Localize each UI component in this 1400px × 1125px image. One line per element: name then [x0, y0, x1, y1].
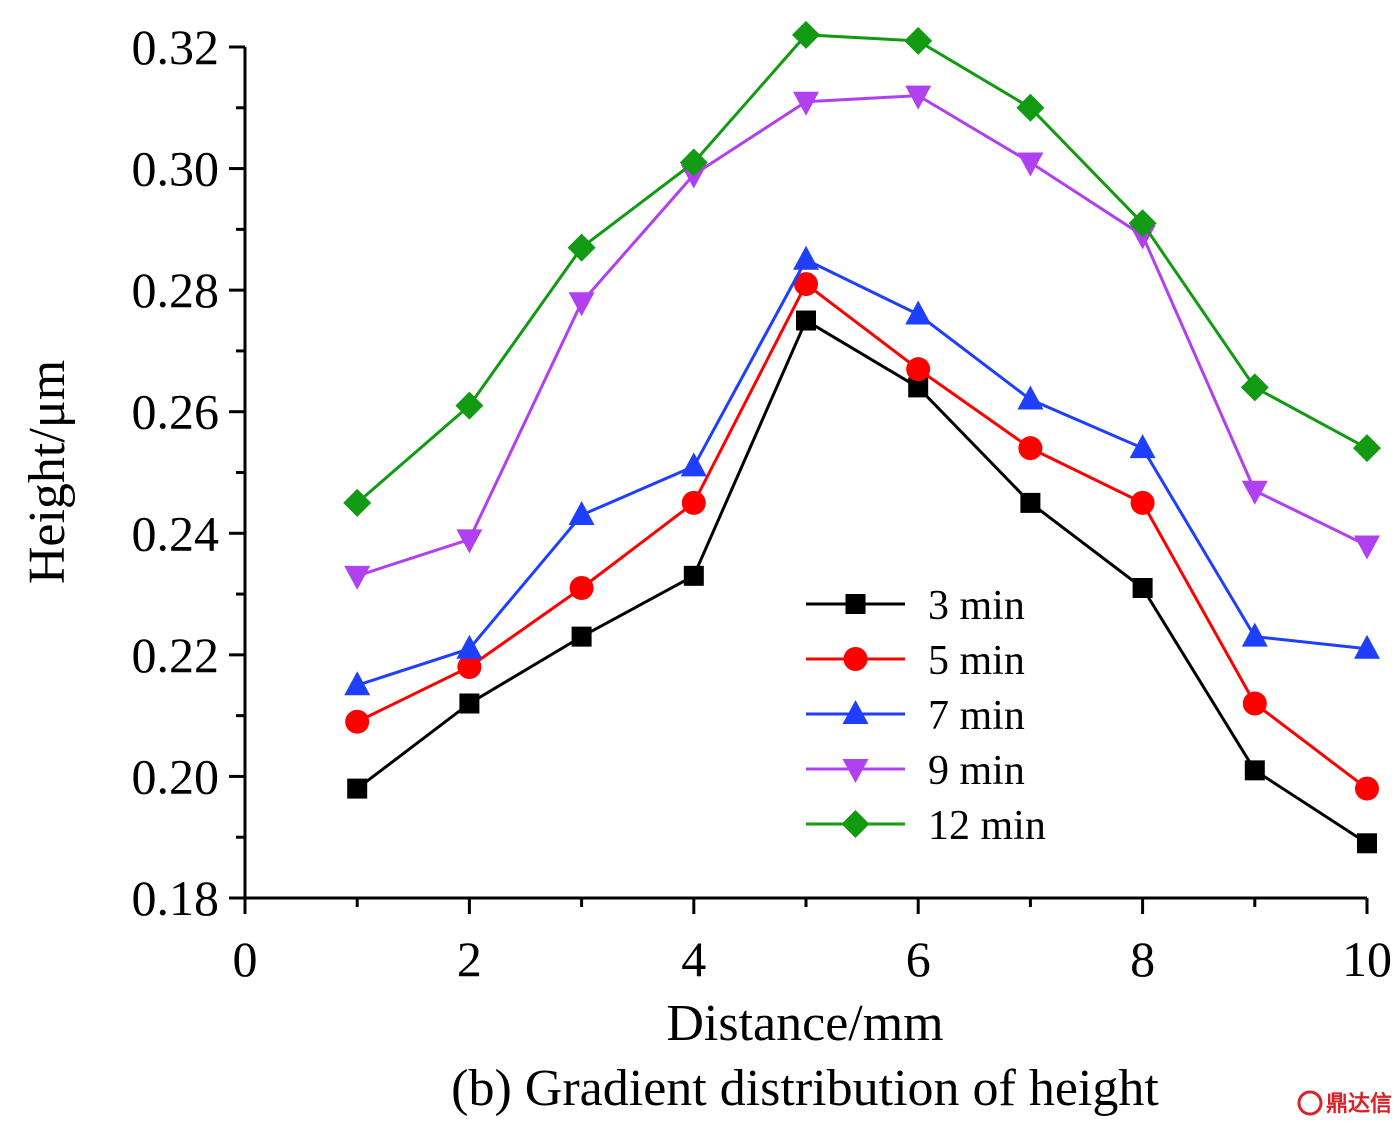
series-line [356, 318, 1368, 845]
data-point [796, 310, 816, 331]
data-point [905, 300, 932, 325]
series-line [356, 94, 1368, 578]
data-point [1244, 760, 1265, 781]
axes: 0.18 0.20 0.22 0.24 0.26 0.28 0.30 0.32 0 2 4 6 8 10 [132, 19, 1393, 987]
data-point [455, 391, 484, 420]
legend-marker [842, 759, 869, 783]
y-tick-label: 0.22 [132, 627, 220, 683]
legend: 3 min 5 min 7 min 9 min 12 min [806, 583, 1046, 849]
x-tick-label: 2 [457, 931, 482, 987]
legend-label: 5 min [928, 638, 1025, 684]
data-point [680, 452, 707, 477]
data-point [456, 634, 483, 659]
data-point [1129, 434, 1156, 459]
series-layer [343, 20, 1381, 854]
x-tick-label: 6 [906, 931, 931, 987]
data-point [1240, 373, 1269, 402]
legend-marker [845, 594, 866, 614]
watermark: 鼎达信 [1297, 1090, 1392, 1117]
data-point [904, 26, 933, 55]
data-point [456, 529, 483, 554]
legend-item: 9 min [806, 748, 1025, 794]
data-point [569, 575, 594, 600]
y-axis-label: Height/μm [19, 360, 76, 584]
legend-label: 7 min [928, 693, 1025, 739]
data-point [794, 272, 818, 297]
series-line [356, 257, 1368, 687]
legend-label: 9 min [928, 748, 1025, 794]
data-point [568, 292, 595, 317]
x-axis-label: Distance/mm [666, 995, 943, 1052]
data-point [1128, 209, 1157, 238]
y-tick-label: 0.20 [132, 748, 220, 804]
data-point [680, 164, 707, 189]
series-12-min [343, 20, 1381, 517]
x-tick-label: 4 [681, 931, 706, 987]
legend-item: 3 min [806, 583, 1025, 629]
data-point [1353, 434, 1381, 463]
series-9-min [344, 85, 1380, 590]
data-point [1354, 634, 1380, 659]
data-point [679, 148, 708, 177]
data-point [792, 20, 820, 49]
y-tick-label: 0.32 [132, 19, 220, 75]
data-point [1017, 385, 1044, 410]
data-point [571, 626, 592, 647]
legend-label: 3 min [928, 583, 1025, 629]
legend-label: 12 min [928, 803, 1046, 849]
data-point [347, 778, 368, 799]
data-point [459, 693, 480, 714]
data-point [683, 565, 704, 586]
legend-marker [841, 810, 870, 838]
data-point [1018, 436, 1043, 461]
data-point [1017, 152, 1044, 177]
data-point [908, 377, 929, 398]
watermark-text: 鼎达信 [1326, 1091, 1392, 1117]
legend-item: 12 min [806, 803, 1046, 849]
data-point [905, 85, 932, 110]
y-tick-label: 0.18 [132, 870, 220, 926]
data-point [793, 245, 819, 270]
legend-marker [842, 700, 869, 724]
data-point [1020, 492, 1041, 513]
x-tick-label: 10 [1342, 931, 1392, 987]
data-point [344, 671, 371, 696]
data-point [567, 233, 596, 262]
data-point [1357, 833, 1377, 854]
y-tick-label: 0.26 [132, 384, 220, 440]
data-point [1132, 577, 1153, 598]
data-point [457, 655, 482, 680]
data-point [1355, 776, 1379, 801]
data-point [345, 709, 370, 734]
data-point [906, 357, 931, 382]
data-point [1241, 480, 1268, 505]
data-point [1241, 622, 1268, 647]
legend-item: 5 min [806, 638, 1025, 684]
series-7-min [344, 245, 1380, 696]
series-line [356, 281, 1368, 790]
data-point [681, 490, 706, 515]
legend-item: 7 min [806, 693, 1025, 739]
data-point [568, 501, 595, 526]
series-5-min [345, 272, 1379, 801]
y-tick-label: 0.28 [132, 262, 220, 318]
legend-marker [843, 647, 868, 671]
data-point [343, 488, 372, 517]
series-line [356, 33, 1368, 505]
y-tick-label: 0.24 [132, 505, 220, 561]
x-tick-label: 8 [1130, 931, 1155, 987]
chart-caption: (b) Gradient distribution of height [451, 1060, 1159, 1117]
watermark-logo-icon [1297, 1090, 1323, 1116]
data-point [1354, 535, 1380, 560]
data-point [793, 91, 819, 116]
x-tick-label: 0 [233, 931, 258, 987]
data-point [1016, 93, 1045, 122]
data-point [344, 565, 371, 590]
data-point [1130, 490, 1155, 515]
y-tick-label: 0.30 [132, 141, 220, 197]
series-3-min [347, 310, 1377, 854]
data-point [1242, 691, 1267, 716]
